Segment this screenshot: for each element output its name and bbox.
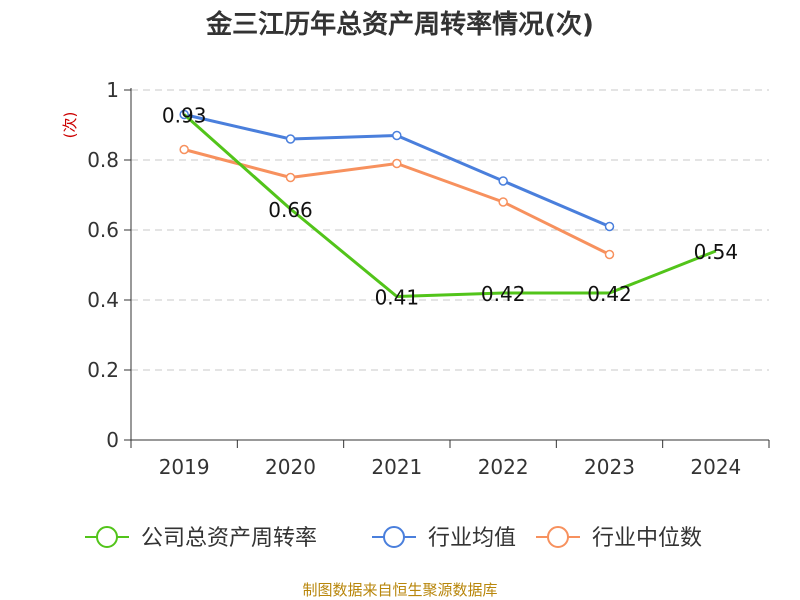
legend-label: 公司总资产周转率 bbox=[141, 526, 317, 551]
data-point bbox=[285, 134, 296, 144]
data-label: 0.41 bbox=[375, 286, 420, 310]
legend-swatch-marker bbox=[547, 526, 569, 548]
data-label: 0.93 bbox=[162, 104, 207, 128]
x-tick-label: 2022 bbox=[478, 455, 529, 479]
x-tick-label: 2020 bbox=[265, 455, 316, 479]
y-tick-label: 0 bbox=[106, 428, 119, 452]
y-tick-label: 0.4 bbox=[87, 288, 119, 312]
y-axis-label: (次) bbox=[61, 112, 79, 139]
chart-title: 金三江历年总资产周转率情况(次) bbox=[205, 9, 594, 40]
legend-label: 行业均值 bbox=[428, 526, 516, 551]
data-point bbox=[498, 197, 508, 207]
x-tick-label: 2023 bbox=[584, 455, 635, 479]
y-tick-label: 0.6 bbox=[87, 218, 119, 242]
legend-swatch-marker bbox=[96, 526, 118, 548]
data-point bbox=[285, 172, 296, 183]
data-point bbox=[498, 176, 508, 186]
x-tick-label: 2024 bbox=[690, 455, 741, 479]
axis-layer: 0 0.2 0.4 0.6 0.8 1 2019 2020 2021 2022 2023 2024 bbox=[87, 78, 770, 479]
data-point bbox=[604, 249, 615, 260]
legend-label: 行业中位数 bbox=[592, 526, 702, 551]
source-footer: 制图数据来自恒生聚源数据库 bbox=[302, 581, 497, 599]
series-layer bbox=[179, 109, 717, 298]
data-point bbox=[392, 130, 402, 141]
y-tick-label: 0.8 bbox=[87, 148, 119, 172]
x-tick-label: 2019 bbox=[159, 455, 210, 479]
data-label: 0.54 bbox=[694, 240, 739, 264]
grid-layer bbox=[131, 89, 769, 371]
x-tick-label: 2021 bbox=[371, 455, 422, 479]
y-tick-label: 1 bbox=[106, 78, 119, 102]
data-label: 0.66 bbox=[268, 198, 313, 222]
legend: 公司总资产周转率 行业均值 行业中位数 bbox=[85, 526, 702, 551]
data-point bbox=[179, 144, 189, 155]
legend-swatch-marker bbox=[383, 526, 405, 548]
series-line bbox=[183, 113, 717, 298]
data-point bbox=[392, 158, 402, 169]
data-label: 0.42 bbox=[481, 282, 526, 306]
data-point bbox=[604, 221, 615, 232]
data-label-layer: 0.93 0.66 0.41 0.42 0.42 0.54 bbox=[162, 104, 738, 310]
y-tick-label: 0.2 bbox=[87, 358, 119, 382]
data-label: 0.42 bbox=[587, 282, 632, 306]
